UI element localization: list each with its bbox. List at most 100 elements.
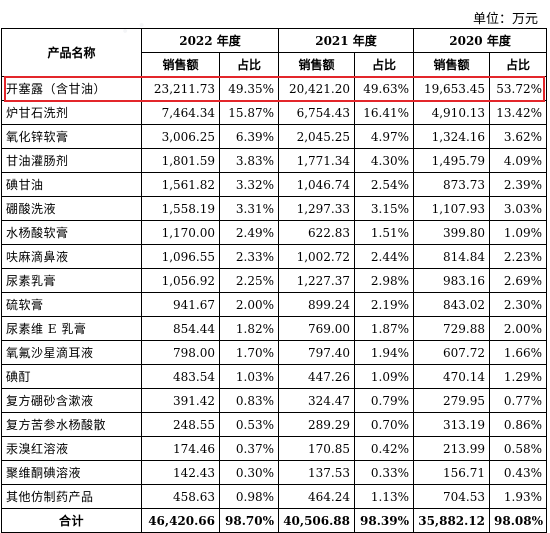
- ratio-2020: 0.86%: [489, 412, 548, 437]
- table-row: 甘油灌肠剂 1,801.59 3.83% 1,771.34 4.30% 1,495.79 4…: [1, 148, 548, 173]
- ratio-2020: 1.66%: [489, 340, 548, 365]
- product-name: 水杨酸软膏: [1, 220, 142, 245]
- header-row-years: 产品名称 2022 年度 2021 年度 2020 年度: [1, 28, 548, 77]
- ratio-2020: 0.58%: [489, 436, 548, 461]
- table-row: 呋麻滴鼻液 1,096.55 2.33% 1,002.72 2.44% 814.84 2.2…: [1, 244, 548, 269]
- sales-2021: 289.29: [278, 412, 356, 437]
- col-header-sales: 销售额: [413, 52, 491, 77]
- table-row: 尿素维 E 乳膏 854.44 1.82% 769.00 1.87% 729.88 2.00…: [1, 316, 548, 341]
- sales-2022: 7,464.34: [141, 100, 220, 125]
- ratio-2022: 3.83%: [218, 148, 280, 173]
- sales-2020: 814.84: [413, 244, 491, 269]
- total-label: 合计: [1, 508, 142, 533]
- total-sales-2022: 46,420.66: [141, 508, 220, 533]
- header-row-metrics: 销售额 占比 销售额 占比 销售额 占比: [2, 52, 548, 77]
- sales-2021: 622.83: [278, 220, 356, 245]
- sales-2021: 2,045.25: [278, 124, 356, 149]
- sales-2022: 941.67: [141, 292, 220, 317]
- sales-2020: 729.88: [413, 316, 491, 341]
- sales-2021: 447.26: [278, 364, 356, 389]
- ratio-2022: 15.87%: [218, 100, 280, 125]
- ratio-2021: 0.42%: [354, 436, 415, 461]
- ratio-2022: 3.31%: [218, 196, 280, 221]
- product-name: 硼酸洗液: [1, 196, 142, 221]
- ratio-2022: 0.98%: [218, 484, 280, 509]
- sales-2021: 1,297.33: [278, 196, 356, 221]
- ratio-2021: 2.44%: [354, 244, 415, 269]
- table-row: 尿素乳膏 1,056.92 2.25% 1,227.37 2.98% 983.16 2.69…: [1, 268, 548, 293]
- sales-2021: 899.24: [278, 292, 356, 317]
- ratio-2020: 3.62%: [489, 124, 548, 149]
- ratio-2021: 1.51%: [354, 220, 415, 245]
- sales-2021: 1,002.72: [278, 244, 356, 269]
- product-name: 氧氟沙星滴耳液: [1, 340, 142, 365]
- col-header-2022: 2022 年度: [140, 28, 280, 53]
- sales-2020: 1,495.79: [413, 148, 491, 173]
- product-name: 复方苦参水杨酸散: [1, 412, 142, 437]
- ratio-2022: 49.35%: [218, 76, 280, 101]
- total-ratio-2022: 98.70%: [218, 508, 280, 533]
- sales-2022: 391.42: [141, 388, 220, 413]
- ratio-2021: 1.13%: [354, 484, 415, 509]
- sales-table: 产品名称 2022 年度 2021 年度 2020 年度 销售额 占比 销售额 …: [1, 28, 548, 533]
- sales-2020: 1,324.16: [413, 124, 491, 149]
- ratio-2022: 1.82%: [218, 316, 280, 341]
- ratio-2022: 3.32%: [218, 172, 280, 197]
- table-row: 氧氟沙星滴耳液 798.00 1.70% 797.40 1.94% 607.72 1.66%: [1, 340, 548, 365]
- col-header-sales: 销售额: [278, 52, 356, 77]
- sales-2020: 279.95: [413, 388, 491, 413]
- ratio-2020: 1.93%: [489, 484, 548, 509]
- table-row: 碘甘油 1,561.82 3.32% 1,046.74 2.54% 873.73 2.39%: [1, 172, 548, 197]
- col-header-sales: 销售额: [141, 52, 220, 77]
- sales-2020: 704.53: [413, 484, 491, 509]
- ratio-2020: 2.69%: [489, 268, 548, 293]
- product-name: 甘油灌肠剂: [1, 148, 142, 173]
- ratio-2020: 4.09%: [489, 148, 548, 173]
- ratio-2020: 1.09%: [489, 220, 548, 245]
- sales-2020: 4,910.13: [413, 100, 491, 125]
- ratio-2020: 2.30%: [489, 292, 548, 317]
- sales-2022: 483.54: [141, 364, 220, 389]
- ratio-2022: 6.39%: [218, 124, 280, 149]
- ratio-2022: 1.03%: [218, 364, 280, 389]
- sales-2022: 174.46: [141, 436, 220, 461]
- sales-2020: 873.73: [413, 172, 491, 197]
- sales-2022: 1,056.92: [141, 268, 220, 293]
- product-name: 尿素乳膏: [1, 268, 142, 293]
- ratio-2021: 1.87%: [354, 316, 415, 341]
- sales-2020: 19,653.45: [413, 76, 491, 101]
- total-ratio-2020: 98.08%: [489, 508, 548, 533]
- ratio-2020: 3.03%: [489, 196, 548, 221]
- ratio-2022: 2.33%: [218, 244, 280, 269]
- ratio-2021: 49.63%: [354, 76, 415, 101]
- total-ratio-2021: 98.39%: [354, 508, 415, 533]
- sales-2021: 137.53: [278, 460, 356, 485]
- ratio-2022: 1.70%: [218, 340, 280, 365]
- ratio-2021: 2.54%: [354, 172, 415, 197]
- col-header-ratio: 占比: [354, 52, 415, 77]
- ratio-2021: 1.94%: [354, 340, 415, 365]
- col-header-2020: 2020 年度: [413, 28, 548, 53]
- ratio-2022: 0.30%: [218, 460, 280, 485]
- sales-2022: 23,211.73: [141, 76, 220, 101]
- table-row: 其他仿制药产品 458.63 0.98% 464.24 1.13% 704.53 1.93%: [1, 484, 548, 509]
- col-header-2021: 2021 年度: [278, 28, 415, 53]
- product-name: 碘酊: [1, 364, 142, 389]
- product-name: 尿素维 E 乳膏: [1, 316, 142, 341]
- sales-2021: 1,046.74: [278, 172, 356, 197]
- sales-2021: 20,421.20: [278, 76, 356, 101]
- product-name: 炉甘石洗剂: [1, 100, 142, 125]
- ratio-2021: 4.30%: [354, 148, 415, 173]
- ratio-2021: 4.97%: [354, 124, 415, 149]
- table-row: 炉甘石洗剂 7,464.34 15.87% 6,754.43 16.41% 4,910.1…: [1, 100, 548, 125]
- sales-2020: 470.14: [413, 364, 491, 389]
- sales-2021: 769.00: [278, 316, 356, 341]
- ratio-2021: 0.33%: [354, 460, 415, 485]
- ratio-2020: 2.39%: [489, 172, 548, 197]
- sales-2020: 399.80: [413, 220, 491, 245]
- ratio-2021: 1.09%: [354, 364, 415, 389]
- ratio-2021: 2.19%: [354, 292, 415, 317]
- ratio-2022: 0.37%: [218, 436, 280, 461]
- product-name: 开塞露（含甘油）: [1, 76, 142, 101]
- ratio-2022: 0.83%: [218, 388, 280, 413]
